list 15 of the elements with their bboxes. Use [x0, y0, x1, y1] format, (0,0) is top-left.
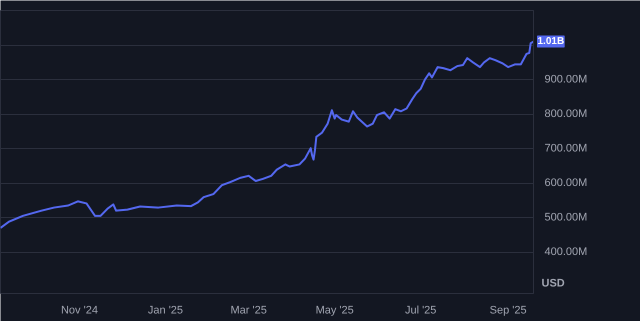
y-tick-label: 400.00M — [544, 246, 588, 258]
x-tick-label: Jan '25 — [148, 304, 184, 316]
y-tick-label: 800.00M — [544, 108, 588, 120]
x-tick-label: Mar '25 — [230, 304, 267, 316]
y-tick-label: 500.00M — [544, 212, 588, 224]
x-tick-label: May '25 — [316, 304, 354, 316]
y-tick-label: 700.00M — [544, 142, 588, 155]
y-tick-label: 600.00M — [544, 177, 588, 190]
x-tick-label: Nov '24 — [60, 304, 98, 316]
x-tick-label: Sep '25 — [490, 304, 527, 316]
y-tick-label: 900.00M — [544, 74, 588, 86]
line-series — [0, 40, 534, 229]
annotation: 1.01B — [538, 36, 564, 48]
x-tick-label: Jul '25 — [404, 304, 436, 316]
text: USD — [542, 278, 565, 290]
